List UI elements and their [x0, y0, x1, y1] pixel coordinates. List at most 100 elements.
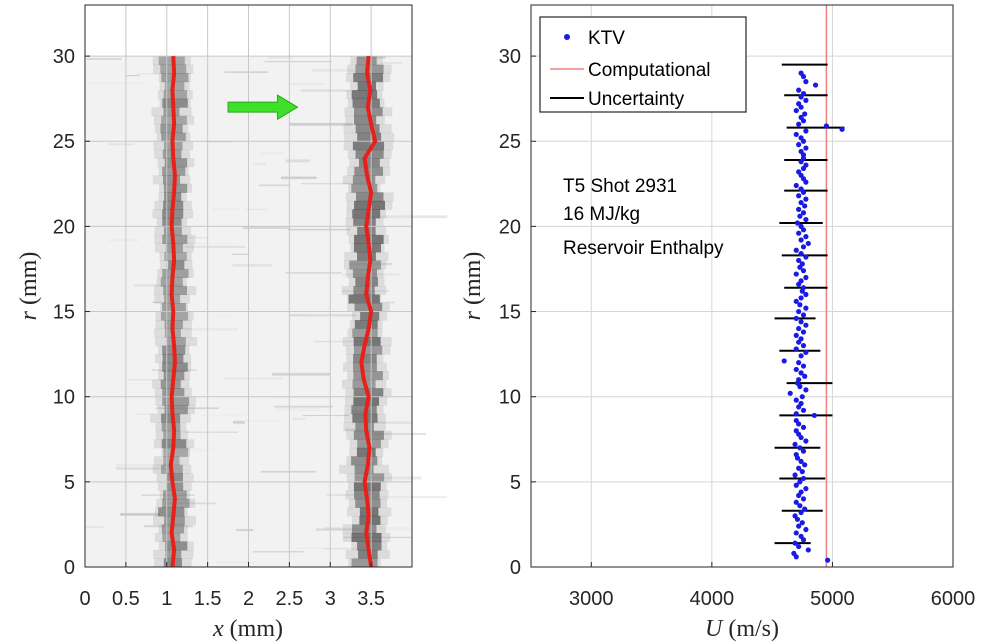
dark-band-halo — [349, 447, 384, 457]
image-streak — [127, 379, 166, 381]
ktv-point — [797, 445, 803, 451]
ktv-point — [798, 70, 804, 76]
ktv-point — [798, 370, 804, 376]
image-streak — [179, 448, 214, 452]
dark-band-segment — [358, 158, 380, 168]
image-streak — [86, 58, 122, 60]
ktv-point — [796, 325, 802, 332]
ktv-point — [793, 182, 799, 189]
image-streak — [368, 421, 412, 424]
image-streak — [187, 242, 238, 245]
image-streak — [231, 253, 250, 255]
right-y-ticks: 0 5 10 15 20 25 30 — [499, 46, 536, 579]
image-streak — [137, 413, 155, 415]
image-streak — [296, 547, 343, 549]
ktv-point — [800, 210, 807, 216]
left-panel: 0 0.5 1 1.5 2 2.5 3 3.5 0 5 10 15 20 25 30 x (mm) r (… — [16, 4, 448, 642]
ktv-point — [797, 479, 803, 485]
image-streak — [130, 263, 146, 266]
ktv-point — [793, 397, 799, 403]
dark-band-segment — [353, 217, 376, 227]
ktv-point — [802, 373, 808, 379]
image-streak — [380, 301, 395, 304]
image-streak — [273, 405, 333, 408]
left-y-tick-label: 25 — [53, 131, 75, 153]
dark-band-halo — [156, 473, 194, 483]
image-streak — [276, 407, 321, 411]
ktv-point — [798, 278, 804, 284]
dark-band-segment — [348, 294, 380, 304]
dark-band-segment — [161, 413, 181, 423]
right-axes-box — [530, 4, 954, 568]
ktv-point — [802, 462, 808, 468]
dark-band-halo — [346, 473, 393, 483]
image-streak — [326, 494, 356, 496]
ktv-point — [793, 315, 799, 321]
right-y-tick-label: 30 — [499, 46, 521, 68]
dark-band-halo — [152, 379, 190, 389]
image-streak — [347, 527, 412, 530]
ktv-point — [798, 509, 804, 516]
image-streak — [290, 83, 325, 86]
ktv-point — [798, 114, 804, 120]
legend: KTV Computational Uncertainty — [539, 16, 747, 113]
dark-band-segment — [352, 268, 378, 278]
image-streak — [232, 420, 245, 424]
image-streak — [85, 526, 104, 528]
right-y-tick-label: 5 — [510, 472, 521, 494]
dark-band-segment — [166, 337, 186, 347]
image-streak — [271, 372, 331, 376]
image-streak — [184, 431, 239, 433]
image-streak — [152, 301, 166, 303]
ktv-point — [793, 247, 799, 253]
image-streak — [300, 89, 350, 92]
arrow-shape — [227, 94, 299, 121]
dark-band-halo — [346, 90, 383, 100]
ktv-point — [803, 438, 809, 444]
dark-band-segment — [354, 464, 374, 474]
ktv-point — [803, 79, 809, 85]
dark-band-halo — [347, 149, 392, 159]
dark-band-halo — [343, 124, 392, 134]
ktv-point — [793, 107, 799, 114]
ktv-point — [800, 363, 807, 369]
dark-band-halo — [342, 524, 386, 534]
dark-band-segment — [355, 124, 380, 134]
dark-band-segment — [168, 260, 185, 270]
image-streak — [224, 71, 269, 73]
tracked-front-1 — [359, 55, 378, 568]
dark-band-halo — [339, 464, 389, 474]
image-streak — [134, 284, 185, 287]
left-y-tick-label: 15 — [53, 302, 75, 324]
ktv-point — [800, 448, 807, 454]
right-x-ticks: 3000 4000 5000 6000 — [569, 562, 975, 610]
ktv-point — [798, 336, 804, 342]
left-x-axis-label: x (mm) — [212, 616, 283, 642]
dark-band-halo — [349, 320, 383, 330]
image-streak — [115, 464, 181, 467]
right-y-tick-label: 25 — [499, 131, 521, 153]
dark-band-halo — [345, 345, 391, 355]
image-streak — [212, 208, 240, 211]
ktv-point — [793, 530, 799, 536]
left-x-tick-label: 2.5 — [275, 588, 303, 610]
dark-band-segment — [353, 481, 381, 491]
left-tracked-fronts — [168, 55, 378, 568]
image-streak — [200, 413, 248, 417]
ktv-point — [798, 186, 804, 192]
legend-computational-label: Computational — [588, 60, 711, 81]
ktv-point — [792, 513, 798, 519]
dark-band-segment — [162, 396, 190, 406]
ktv-point — [803, 305, 809, 311]
left-x-tick-label: 0 — [79, 588, 90, 610]
dark-band-halo — [343, 141, 394, 151]
ktv-point — [791, 550, 797, 556]
ktv-point — [793, 499, 799, 505]
image-streak — [309, 314, 342, 317]
dark-band-halo — [157, 158, 195, 168]
dark-band-segment — [163, 447, 189, 457]
dark-band-segment — [352, 524, 377, 534]
dark-band-halo — [161, 447, 191, 457]
dark-band-halo — [150, 413, 191, 423]
image-streak — [268, 56, 293, 59]
